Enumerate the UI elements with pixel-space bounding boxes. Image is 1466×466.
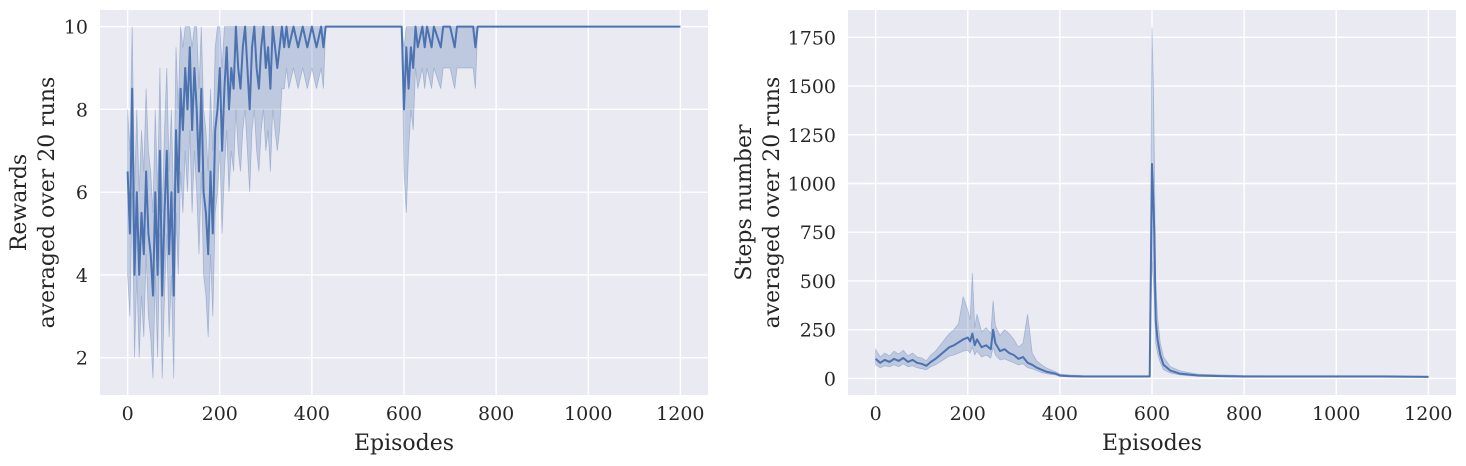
mean-line [874,163,1429,378]
x-tick-label: 400 [294,403,330,425]
x-axis-title: Episodes [354,431,454,456]
x-tick-label: 1200 [656,403,704,425]
y-axis-title-line: averaged over 20 runs [35,77,60,329]
y-tick-label: 1250 [788,125,836,147]
x-axis-title: Episodes [1102,431,1202,456]
y-axis-title-line: averaged over 20 runs [760,77,785,329]
y-tick-label: 750 [800,222,836,244]
y-tick-label: 500 [800,271,836,293]
y-tick-label: 10 [64,17,88,39]
rewards-chart: 0 200 400 600 800 1000 1200 2 4 6 8 10 Episodes Rewar… [7,10,708,456]
x-tick-label: 1200 [1404,403,1452,425]
y-tick-label: 1500 [788,76,836,98]
x-tick-label: 200 [202,403,238,425]
x-tick-label: 200 [950,403,986,425]
x-tick-label: 800 [1226,403,1262,425]
y-tick-label: 4 [76,265,88,287]
y-tick-label: 1000 [788,173,836,195]
x-tick-label: 0 [122,403,134,425]
mean-line [126,25,681,297]
y-tick-label: 6 [76,182,88,204]
x-tick-label: 600 [1134,403,1170,425]
x-tick-label: 0 [870,403,882,425]
x-tick-label: 600 [386,403,422,425]
y-tick-label: 2 [76,348,88,370]
x-tick-label: 1000 [1312,403,1360,425]
y-tick-label: 8 [76,99,88,121]
x-tick-label: 1000 [564,403,612,425]
x-tick-label: 800 [478,403,514,425]
x-tick-label: 400 [1042,403,1078,425]
y-tick-label: 0 [824,368,836,390]
y-tick-label: 1750 [788,27,836,49]
y-axis-title-line: Steps number [732,124,757,281]
y-tick-label: 250 [800,320,836,342]
y-axis-title-line: Rewards [7,154,32,251]
steps-chart: 0 200 400 600 800 1000 1200 0 250 500 750 1000 1250 1… [732,10,1456,456]
